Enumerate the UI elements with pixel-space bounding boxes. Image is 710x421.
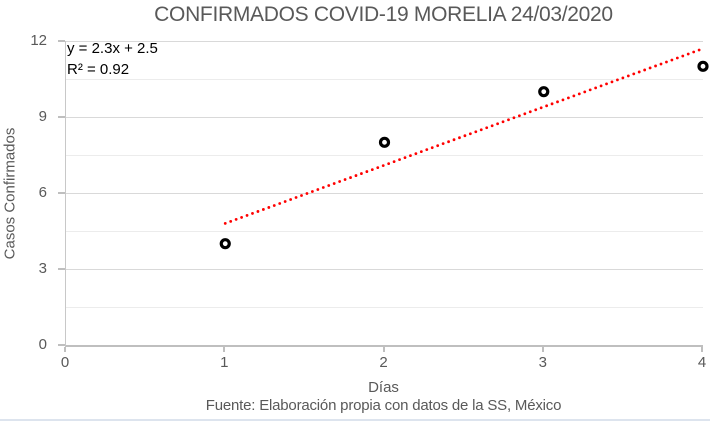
- x-tick-label-0: 0: [60, 354, 70, 371]
- trendline-r-squared: R² = 0.92: [67, 61, 130, 78]
- minor-gridline: [66, 78, 703, 80]
- y-axis-tick: [58, 192, 65, 194]
- data-point: [697, 60, 709, 72]
- trendline: [223, 47, 705, 225]
- y-tick-label-9: 9: [38, 108, 47, 125]
- y-tick-label-3: 3: [38, 260, 47, 277]
- x-tick-label-2: 2: [379, 354, 388, 371]
- y-axis-tick: [58, 116, 65, 118]
- major-gridline: [66, 268, 703, 270]
- major-gridline: [66, 116, 703, 118]
- window-bottom-border: [0, 419, 710, 421]
- x-axis-tick: [382, 347, 385, 352]
- minor-gridline: [66, 154, 703, 156]
- x-axis-tick: [64, 347, 66, 352]
- x-axis-tick: [701, 347, 703, 352]
- x-tick-label-1: 1: [220, 354, 229, 371]
- data-point: [538, 86, 550, 98]
- major-gridline: [66, 192, 703, 194]
- chart-title: CONFIRMADOS COVID-19 MORELIA 24/03/2020: [154, 3, 613, 26]
- data-point: [378, 136, 391, 148]
- y-tick-label-12: 12: [30, 32, 47, 49]
- plot-area: [65, 40, 709, 347]
- x-axis-tick: [223, 347, 226, 352]
- y-axis-tick: [58, 344, 65, 346]
- y-axis-tick: [58, 40, 65, 42]
- x-tick-label-3: 3: [538, 354, 547, 371]
- data-point: [219, 238, 231, 250]
- x-tick-label-4: 4: [697, 354, 707, 371]
- x-axis-tick: [541, 347, 544, 352]
- source-note: Fuente: Elaboración propia con datos de …: [205, 397, 562, 414]
- major-gridline: [66, 40, 703, 42]
- trendline-annotation: y = 2.3x + 2.5 R² = 0.92: [67, 38, 158, 80]
- minor-gridline: [66, 306, 703, 308]
- y-tick-label-6: 6: [38, 184, 47, 201]
- y-tick-label-0: 0: [38, 336, 47, 353]
- y-axis-tick: [58, 268, 65, 270]
- x-axis-title: Días: [368, 379, 399, 396]
- trendline-equation: y = 2.3x + 2.5: [67, 40, 158, 57]
- data-layer: [219, 47, 709, 250]
- minor-gridline: [66, 230, 703, 232]
